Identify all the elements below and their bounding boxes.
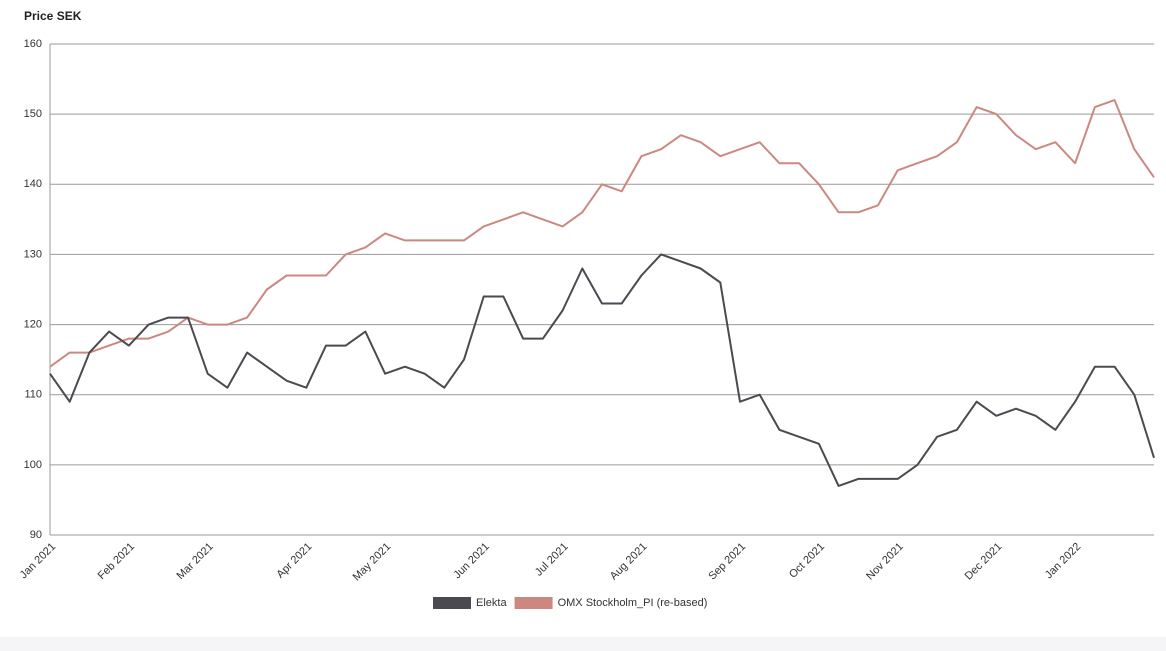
x-tick-label: Jan 2022 (1043, 541, 1083, 581)
x-tick-label: Jul 2021 (533, 541, 571, 579)
y-tick-label: 120 (24, 318, 42, 330)
y-tick-label: 110 (24, 389, 42, 401)
footer-strip (0, 637, 1166, 651)
y-tick-label: 150 (24, 108, 42, 120)
x-tick-label: Oct 2021 (787, 541, 827, 581)
x-tick-label: Nov 2021 (864, 541, 906, 583)
y-tick-label: 130 (24, 248, 42, 260)
legend-swatch (433, 597, 471, 609)
y-axis-title: Price SEK (24, 9, 82, 23)
chart: Price SEK 90 100 110 120 130 140 150 160 Jan 202… (18, 9, 1155, 609)
legend-label: Elekta (476, 597, 507, 609)
y-tick-label: 100 (24, 459, 42, 471)
x-tick-label: May 2021 (351, 541, 394, 584)
x-tick-label: Mar 2021 (175, 541, 216, 582)
legend-label: OMX Stockholm_PI (re-based) (558, 597, 708, 609)
line (49, 253, 1155, 487)
line (49, 99, 1155, 368)
x-tick-label: Apr 2021 (274, 541, 314, 581)
x-tick-label: Sep 2021 (706, 541, 748, 583)
x-tick-label: Jan 2021 (18, 541, 58, 581)
legend-swatch (514, 597, 553, 609)
y-tick-label: 160 (24, 38, 42, 50)
y-tick-label: 140 (24, 178, 42, 190)
x-tick-label: Aug 2021 (608, 541, 650, 583)
x-tick-label: Dec 2021 (963, 541, 1005, 583)
x-tick-label: Jun 2021 (451, 541, 491, 581)
y-tick-label: 90 (30, 529, 42, 541)
x-tick-label: Feb 2021 (96, 541, 137, 582)
